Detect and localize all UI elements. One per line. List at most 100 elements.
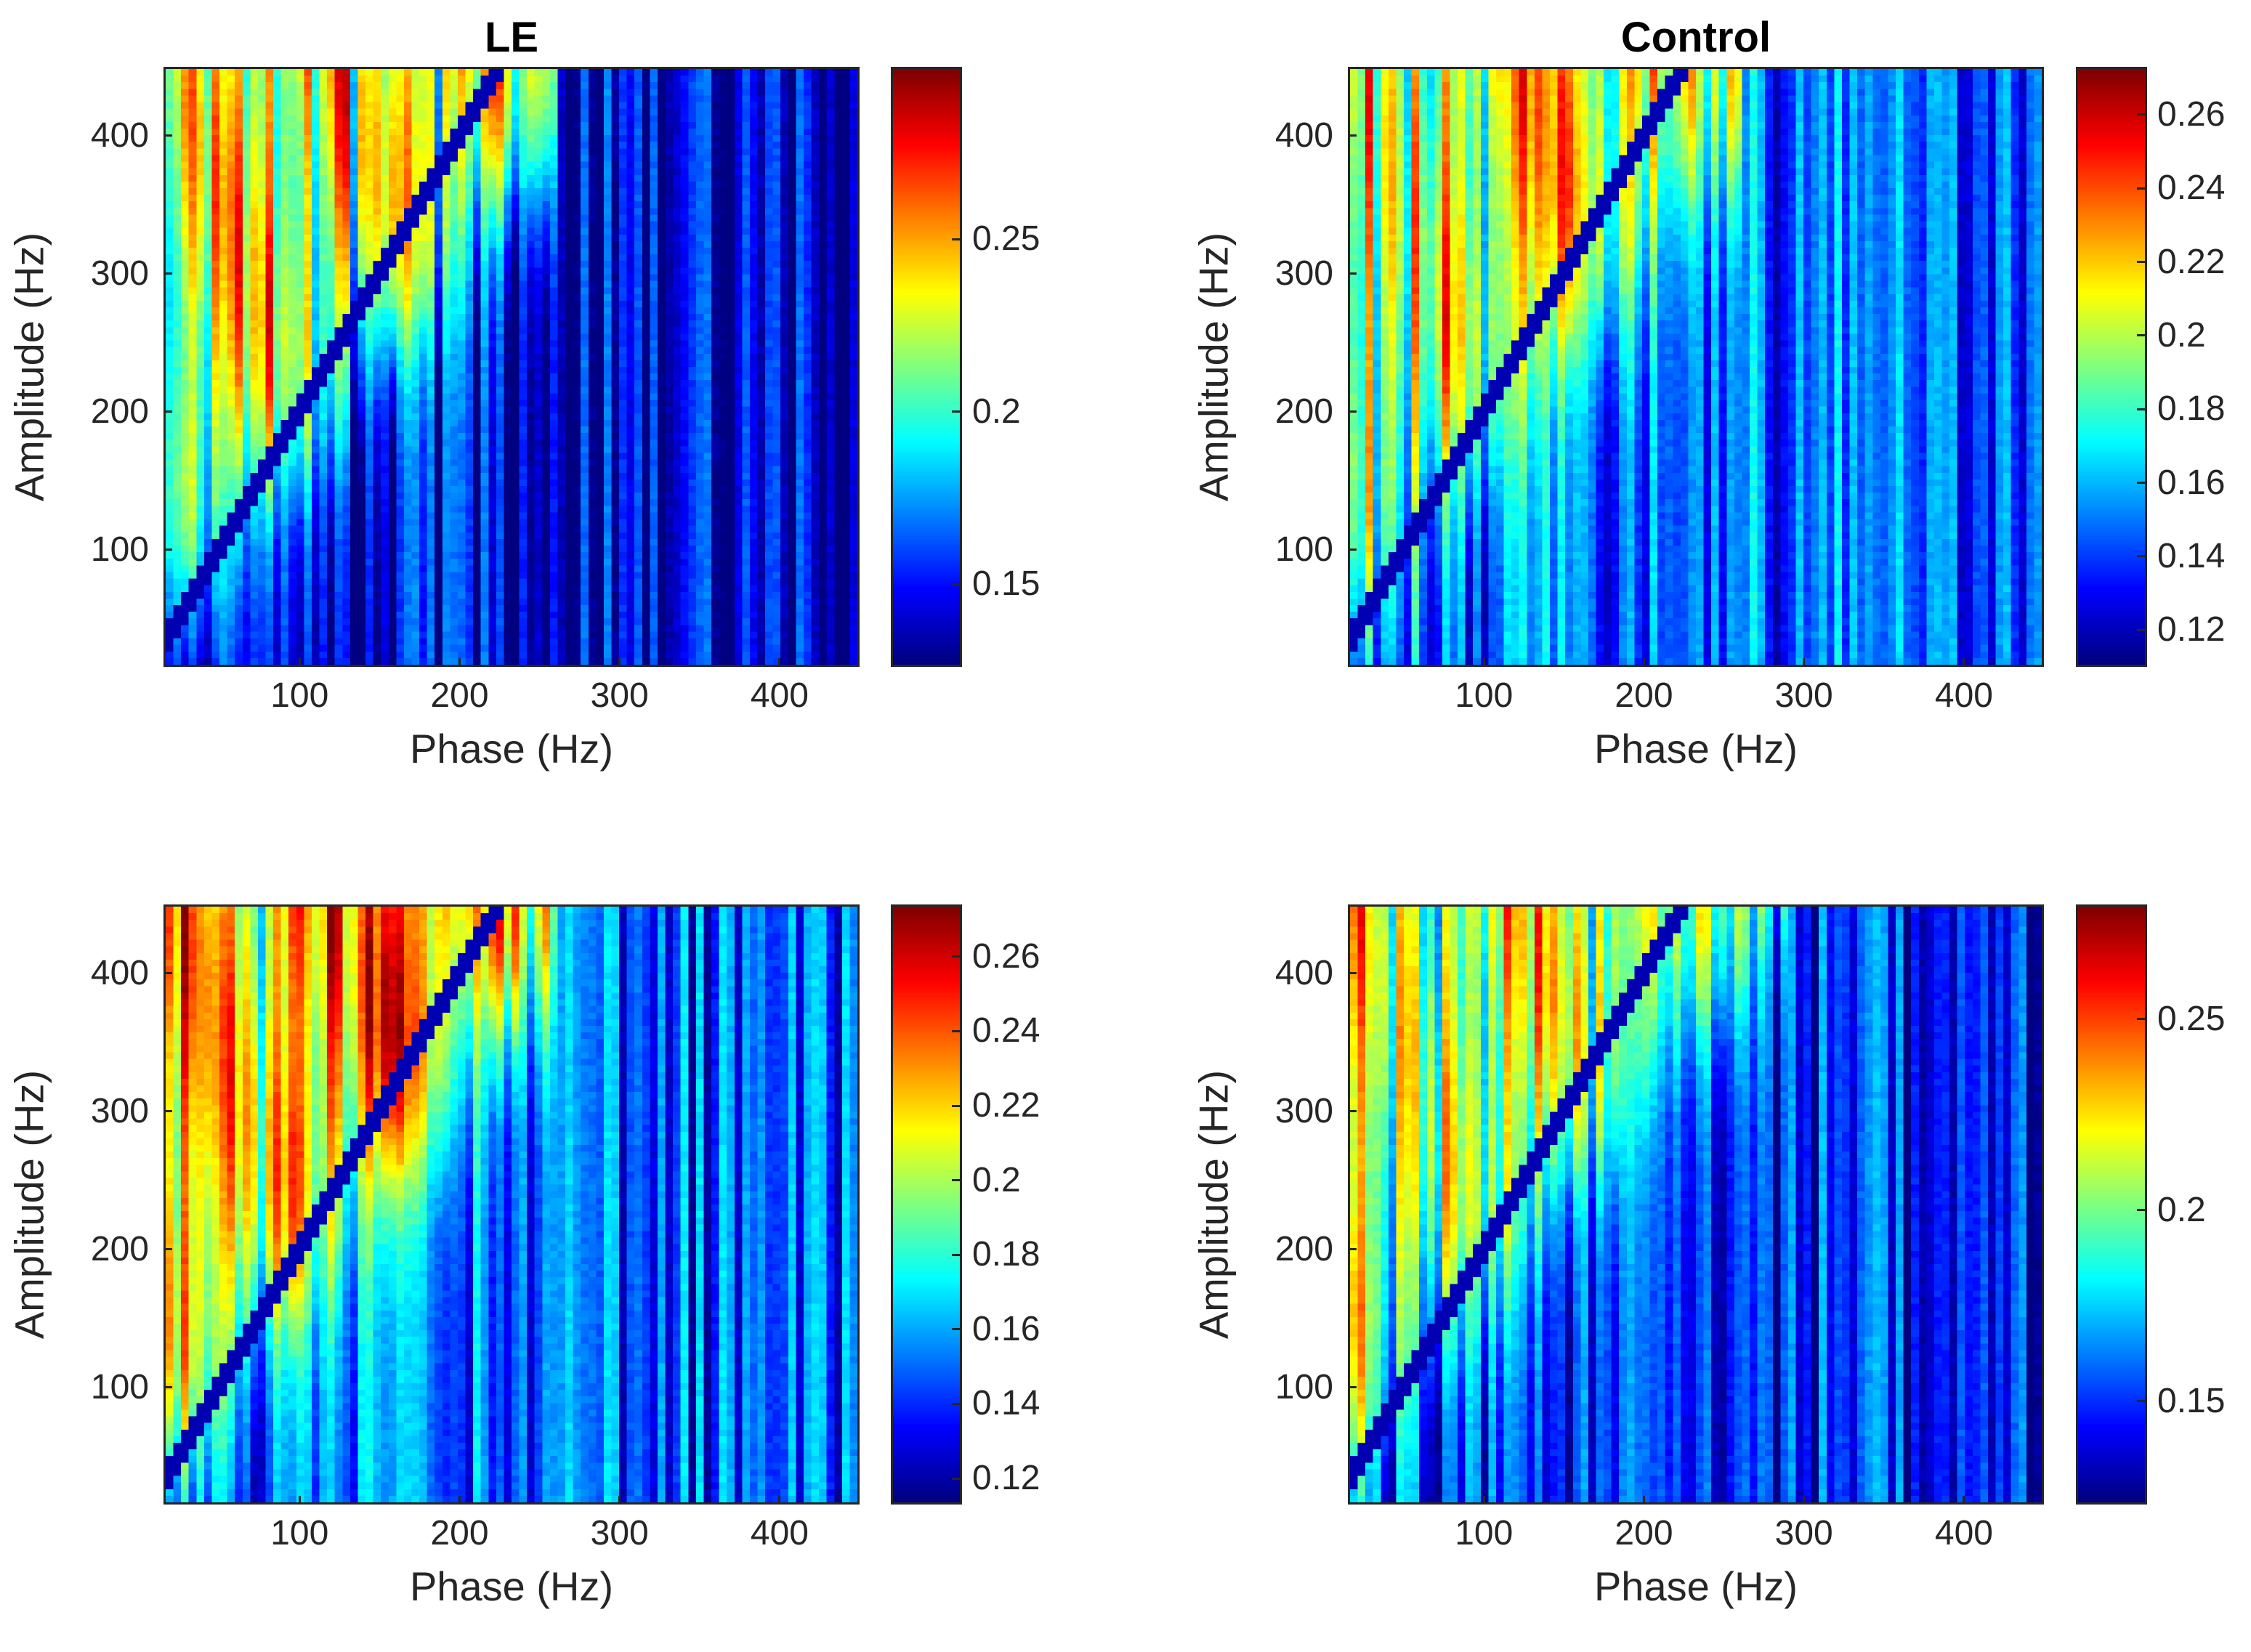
colorbar-gradient xyxy=(893,69,960,665)
colorbar-tick-label: 0.12 xyxy=(972,1459,1040,1498)
y-tick-label: 400 xyxy=(1274,953,1333,992)
x-tick-label: 400 xyxy=(1934,1514,1993,1552)
colorbar-tick-label: 0.15 xyxy=(972,564,1040,604)
colorbar-tick-label: 0.14 xyxy=(972,1384,1040,1423)
colorbar-gradient xyxy=(893,907,960,1502)
colorbar-tick-label: 0.25 xyxy=(972,219,1040,259)
x-tick-label: 300 xyxy=(1774,1514,1833,1552)
y-tick-label: 400 xyxy=(1274,116,1333,155)
colorbar-tick-mark xyxy=(952,410,960,413)
colorbar-tick-label: 0.2 xyxy=(972,1160,1021,1199)
y-tick-label: 100 xyxy=(90,530,149,569)
chart-title: LE xyxy=(484,14,539,61)
y-axis-label: Amplitude (Hz) xyxy=(6,232,52,502)
x-tick-label: 400 xyxy=(750,676,809,715)
y-tick-label: 400 xyxy=(90,116,149,155)
x-tick-label: 100 xyxy=(1455,1514,1514,1552)
colorbar-tick-mark xyxy=(952,1253,960,1256)
y-tick-mark xyxy=(1349,1110,1357,1113)
x-tick-mark xyxy=(1963,1496,1965,1503)
y-axis-label: Amplitude (Hz) xyxy=(1190,1069,1237,1340)
y-tick-mark xyxy=(165,1386,172,1389)
colorbar-tick-mark xyxy=(2137,628,2145,631)
colorbar-tick-mark xyxy=(952,583,960,586)
x-tick-mark xyxy=(618,658,621,665)
heatmap-plot-area xyxy=(1348,904,2044,1505)
y-tick-mark xyxy=(165,972,172,975)
chart-title: Control xyxy=(1620,14,1771,61)
x-tick-mark xyxy=(298,1496,301,1503)
x-tick-label: 400 xyxy=(1934,676,1993,715)
colorbar-tick-label: 0.14 xyxy=(2157,536,2226,575)
x-tick-mark xyxy=(298,658,301,665)
colorbar xyxy=(891,904,962,1505)
y-tick-label: 200 xyxy=(1274,392,1333,431)
y-tick-mark xyxy=(165,1248,172,1251)
y-tick-mark xyxy=(1349,272,1357,275)
x-tick-mark xyxy=(1482,658,1485,665)
colorbar-tick-mark xyxy=(952,1179,960,1182)
x-tick-label: 300 xyxy=(1774,676,1833,715)
colorbar-tick-mark xyxy=(952,1029,960,1032)
colorbar-tick-mark xyxy=(2137,1400,2145,1403)
y-tick-mark xyxy=(165,272,172,275)
x-tick-label: 300 xyxy=(590,676,649,715)
y-tick-label: 300 xyxy=(90,1091,149,1130)
colorbar-gradient xyxy=(2078,69,2145,665)
x-tick-mark xyxy=(1963,658,1965,665)
heatmap-plot-area xyxy=(163,67,860,667)
colorbar-gradient xyxy=(2078,907,2145,1502)
colorbar-tick-mark xyxy=(952,1104,960,1107)
colorbar-tick-label: 0.24 xyxy=(2157,169,2226,208)
y-tick-mark xyxy=(1349,548,1357,551)
y-tick-mark xyxy=(1349,972,1357,975)
x-tick-mark xyxy=(1642,1496,1645,1503)
colorbar-tick-label: 0.16 xyxy=(2157,463,2226,502)
x-tick-mark xyxy=(1482,1496,1485,1503)
y-tick-label: 400 xyxy=(90,953,149,992)
colorbar xyxy=(891,67,962,667)
heatmap-cells xyxy=(166,69,857,665)
y-tick-label: 200 xyxy=(1274,1229,1333,1268)
colorbar-tick-mark xyxy=(2137,334,2145,337)
x-tick-label: 200 xyxy=(1615,676,1673,715)
x-tick-label: 300 xyxy=(590,1514,649,1552)
x-tick-mark xyxy=(1803,658,1806,665)
y-tick-mark xyxy=(165,410,172,413)
colorbar-tick-mark xyxy=(2137,113,2145,116)
y-tick-label: 300 xyxy=(1274,254,1333,293)
x-axis-label: Phase (Hz) xyxy=(1593,726,1798,772)
y-axis-label: Amplitude (Hz) xyxy=(6,1069,52,1340)
colorbar-tick-mark xyxy=(2137,408,2145,410)
x-tick-label: 200 xyxy=(430,1514,489,1552)
y-axis-label: Amplitude (Hz) xyxy=(1190,232,1237,502)
colorbar-tick-label: 0.22 xyxy=(972,1086,1040,1125)
y-tick-label: 100 xyxy=(1274,530,1333,569)
colorbar-tick-label: 0.18 xyxy=(972,1235,1040,1274)
heatmap-cells xyxy=(1350,69,2042,665)
colorbar-tick-label: 0.15 xyxy=(2157,1381,2226,1420)
colorbar-tick-label: 0.26 xyxy=(2157,94,2226,134)
y-tick-mark xyxy=(1349,134,1357,137)
colorbar-tick-mark xyxy=(2137,187,2145,190)
x-tick-mark xyxy=(778,1496,781,1503)
y-tick-mark xyxy=(1349,1386,1357,1389)
colorbar-tick-mark xyxy=(952,238,960,240)
colorbar-tick-mark xyxy=(2137,482,2145,485)
x-tick-mark xyxy=(778,658,781,665)
heatmap-plot-area xyxy=(1348,67,2044,667)
colorbar-tick-mark xyxy=(952,1402,960,1405)
colorbar-tick-label: 0.2 xyxy=(2157,1190,2206,1229)
colorbar-tick-label: 0.2 xyxy=(2157,315,2206,355)
colorbar-tick-mark xyxy=(2137,1209,2145,1212)
colorbar-tick-label: 0.2 xyxy=(972,392,1021,431)
y-tick-mark xyxy=(1349,410,1357,413)
x-tick-label: 100 xyxy=(1455,676,1514,715)
colorbar-tick-label: 0.24 xyxy=(972,1011,1040,1050)
colorbar-tick-mark xyxy=(952,955,960,958)
colorbar-tick-mark xyxy=(952,1328,960,1331)
x-tick-label: 100 xyxy=(270,676,329,715)
colorbar-tick-label: 0.16 xyxy=(972,1309,1040,1348)
colorbar-tick-label: 0.18 xyxy=(2157,389,2226,429)
